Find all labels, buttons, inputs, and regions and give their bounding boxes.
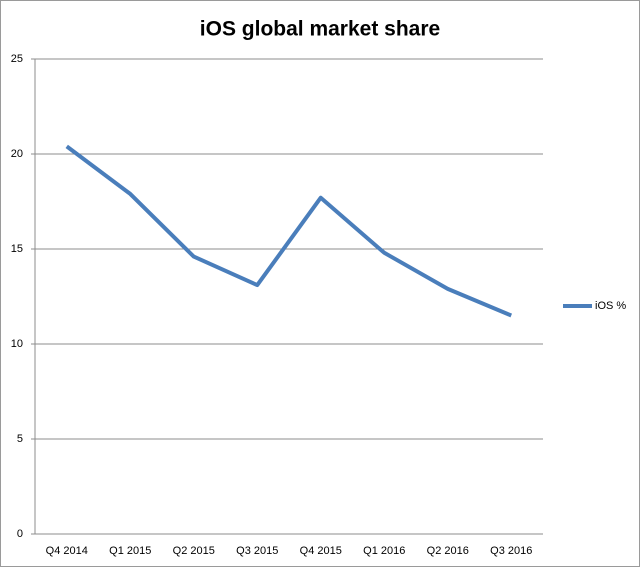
y-tick-label: 20 [11, 148, 23, 160]
y-tick-label: 10 [11, 338, 23, 350]
legend-label: iOS % [595, 300, 626, 312]
y-tick-label: 15 [11, 243, 23, 255]
y-tick-label: 25 [11, 53, 23, 65]
x-tick-label: Q1 2015 [109, 545, 151, 557]
y-tick-label: 5 [17, 433, 23, 445]
x-tick-label: Q3 2016 [490, 545, 532, 557]
x-tick-label: Q4 2015 [300, 545, 342, 557]
x-tick-label: Q1 2016 [363, 545, 405, 557]
x-tick-label: Q3 2015 [236, 545, 278, 557]
series-line [65, 144, 513, 318]
x-tick-label: Q4 2014 [46, 545, 88, 557]
x-tick-label: Q2 2015 [173, 545, 215, 557]
chart-title: iOS global market share [200, 18, 440, 41]
y-tick-label: 0 [17, 528, 23, 540]
x-tick-label: Q2 2016 [427, 545, 469, 557]
